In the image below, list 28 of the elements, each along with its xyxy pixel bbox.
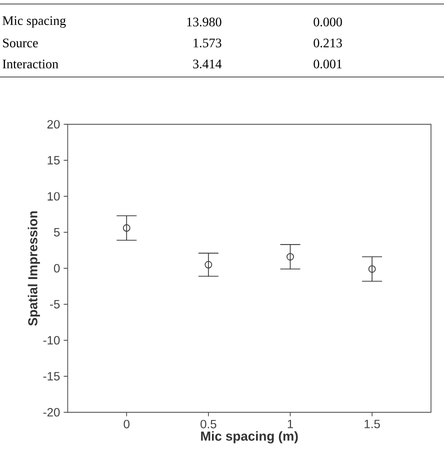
text: 0.213 xyxy=(314,38,342,48)
x-tick-label: 1 xyxy=(288,420,294,428)
point xyxy=(286,253,294,260)
y-tick-label: 20 xyxy=(47,120,60,129)
text: 1.573 xyxy=(194,38,222,48)
text: Source xyxy=(3,38,38,48)
y-tick-label: 10 xyxy=(48,192,60,201)
x-tick-label: 0.5 xyxy=(200,420,216,428)
text: 0.001 xyxy=(314,60,342,68)
text: Interaction xyxy=(2,60,58,68)
y-tick-label: -15 xyxy=(43,372,60,380)
point xyxy=(368,265,376,273)
point xyxy=(204,261,212,268)
x-tick-label: 0 xyxy=(124,420,130,428)
x-axis-title: Mic spacing (m) xyxy=(201,431,298,444)
text: 3.414 xyxy=(193,60,222,68)
text: 13.980 xyxy=(187,18,222,26)
text: 0.000 xyxy=(314,18,342,26)
y-axis-title: Spatial Impression xyxy=(28,211,40,326)
y-tick-label: -20 xyxy=(43,408,60,417)
text: Mic spacing xyxy=(2,16,66,28)
x-tick-label: 1.5 xyxy=(364,420,380,428)
y-tick-label: 15 xyxy=(48,156,60,164)
y-tick-label: 5 xyxy=(54,228,60,236)
y-tick-label: -5 xyxy=(50,300,60,308)
y-tick-label: 0 xyxy=(54,264,60,273)
point xyxy=(122,224,130,232)
y-tick-label: -10 xyxy=(43,336,60,345)
